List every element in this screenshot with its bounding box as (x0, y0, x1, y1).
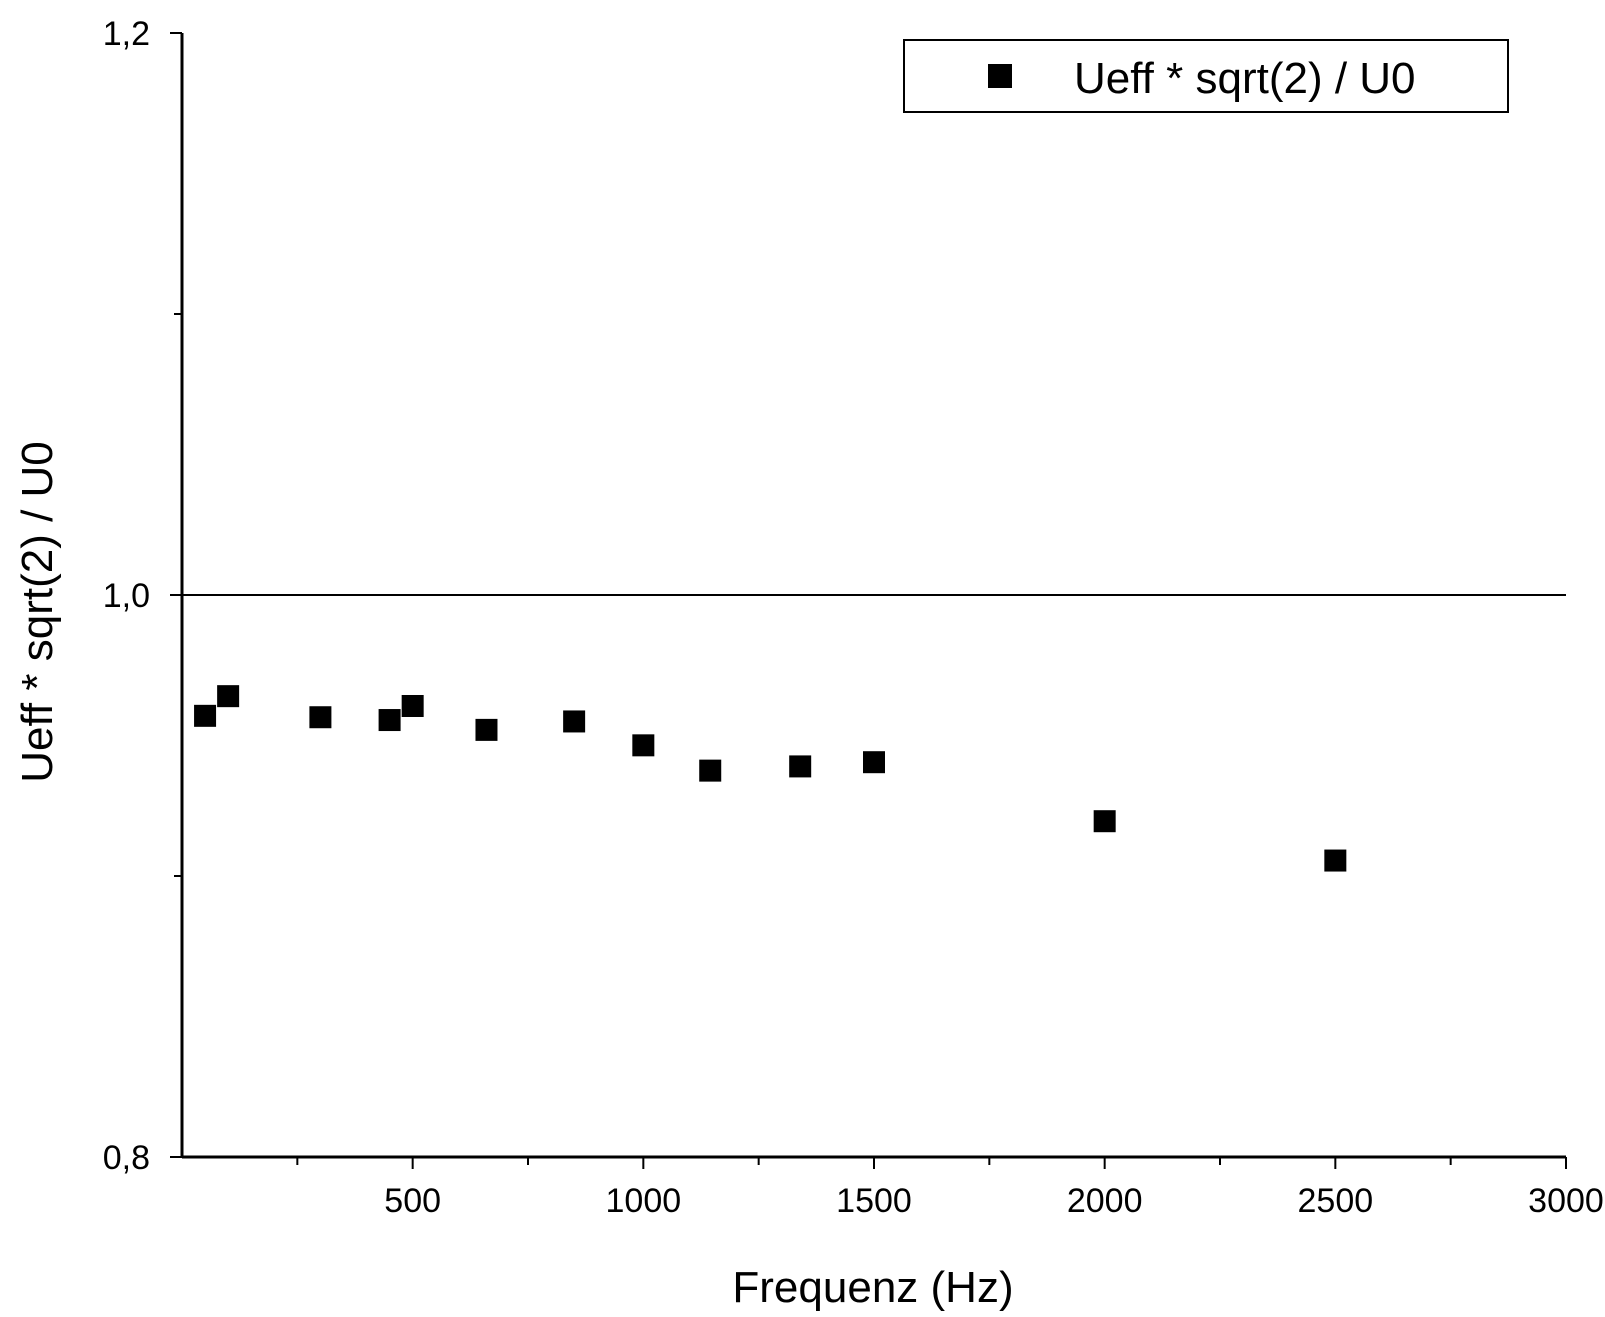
data-point (378, 709, 401, 732)
legend: Ueff * sqrt(2) / U0 (903, 39, 1509, 113)
data-point (475, 718, 498, 741)
x-tick-label: 500 (384, 1182, 441, 1220)
x-tick-label: 2000 (1067, 1182, 1143, 1220)
legend-marker (988, 64, 1012, 88)
data-point (194, 704, 217, 727)
data-point (1324, 849, 1347, 872)
data-point (563, 710, 586, 733)
legend-label: Ueff * sqrt(2) / U0 (1074, 54, 1416, 103)
x-tick-label: 1000 (606, 1182, 682, 1220)
y-tick-label: 1,0 (103, 577, 150, 615)
data-point (789, 755, 812, 778)
data-point (632, 734, 655, 757)
y-tick-label: 1,2 (103, 15, 150, 53)
y-tick-label: 0,8 (103, 1139, 150, 1177)
x-tick-label: 1500 (836, 1182, 912, 1220)
x-tick-label: 2500 (1298, 1182, 1374, 1220)
data-point (217, 685, 240, 708)
data-points-layer (194, 685, 1347, 872)
data-point (863, 751, 885, 774)
data-point (1093, 810, 1116, 833)
y-axis-title: Ueff * sqrt(2) / U0 (13, 441, 62, 783)
axes-layer: 500 1000 1500 2000 2500 3000 0,8 1,0 1,2 (103, 15, 1604, 1220)
x-axis-title: Frequenz (Hz) (732, 1263, 1013, 1312)
data-point (309, 706, 332, 729)
data-point (401, 694, 424, 717)
x-tick-label: 3000 (1528, 1182, 1604, 1220)
data-point (699, 759, 722, 782)
